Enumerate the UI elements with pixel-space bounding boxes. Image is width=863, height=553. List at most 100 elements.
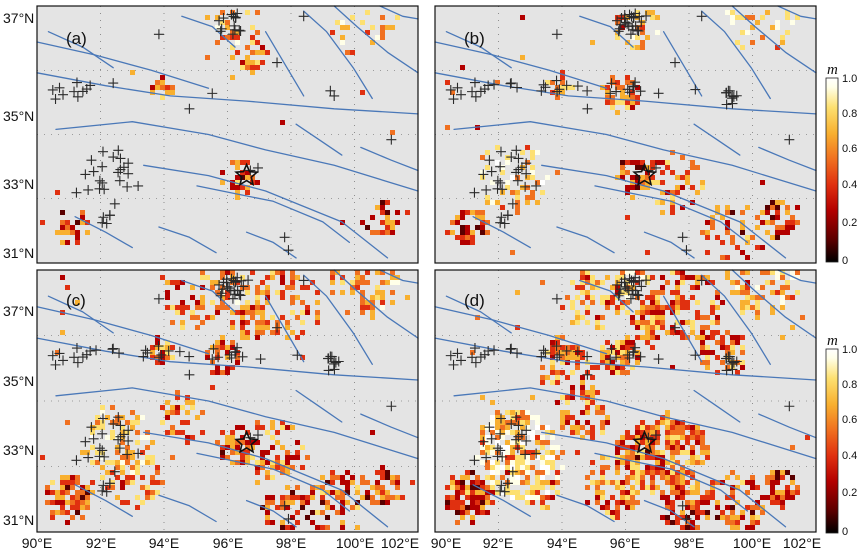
activity-pixel [640,275,645,280]
activity-pixel [185,400,190,405]
activity-pixel [700,230,705,235]
activity-pixel [385,215,390,220]
activity-pixel [625,505,630,510]
activity-pixel [60,225,65,230]
colorbar-top-tick-04: 0.4 [842,179,857,191]
activity-pixel [750,295,755,300]
fault-line [158,494,217,523]
activity-pixel [135,440,140,445]
activity-pixel [625,295,630,300]
activity-pixel [775,20,780,25]
activity-pixel [370,310,375,315]
activity-pixel [240,325,245,330]
activity-pixel [370,500,375,505]
activity-pixel [235,425,240,430]
activity-pixel [675,490,680,495]
fault-line [453,387,817,460]
activity-pixel [510,490,515,495]
activity-pixel [780,290,785,295]
activity-pixel [315,310,320,315]
activity-pixel [275,270,280,275]
activity-pixel [370,430,375,435]
plus-icon [217,284,228,295]
activity-pixel [480,460,485,465]
activity-pixel [710,490,715,495]
plus-icon [696,275,707,286]
activity-pixel [485,450,490,455]
activity-pixel [655,430,660,435]
activity-pixel [680,445,685,450]
activity-pixel [215,25,220,30]
activity-pixel [515,495,520,500]
activity-pixel [270,330,275,335]
fault-line [143,431,389,528]
activity-pixel [745,525,750,530]
activity-pixel [620,90,625,95]
activity-pixel [175,410,180,415]
activity-pixel [610,360,615,365]
activity-pixel [630,270,635,275]
activity-pixel [60,240,65,245]
activity-pixel [760,220,765,225]
plus-icon [86,155,97,166]
activity-pixel [240,170,245,175]
plus-icon [123,435,134,446]
activity-pixel [480,425,485,430]
plus-icon [513,153,524,164]
activity-pixel [645,170,650,175]
activity-pixel [370,315,375,320]
activity-pixel [390,130,395,135]
activity-pixel [765,280,770,285]
activity-pixel [740,285,745,290]
activity-pixel [640,325,645,330]
fault-line [196,185,351,244]
activity-pixel [365,490,370,495]
activity-pixel [620,270,625,275]
plus-icon [506,343,517,354]
activity-pixel [620,460,625,465]
activity-pixel [750,485,755,490]
activity-pixel [655,305,660,310]
activity-pixel [600,470,605,475]
activity-pixel [385,210,390,215]
activity-pixel [520,185,525,190]
activity-pixel [755,245,760,250]
activity-pixel [545,80,550,85]
activity-pixel [585,320,590,325]
plus-icon [230,277,241,288]
activity-pixel [615,465,620,470]
plus-icon [115,153,126,164]
lat-label-35-top: 35°N [3,108,34,124]
fault-line [36,337,419,381]
plus-icon [641,10,652,21]
activity-pixel [615,440,620,445]
activity-pixel [525,465,530,470]
activity-pixel [640,320,645,325]
activity-pixel [695,480,700,485]
activity-pixel [195,305,200,310]
activity-pixel [650,445,655,450]
activity-pixel [60,275,65,280]
activity-pixel [560,80,565,85]
activity-pixel [665,475,670,480]
activity-pixel [660,325,665,330]
activity-pixel [90,490,95,495]
activity-pixel [675,430,680,435]
activity-pixel [285,335,290,340]
activity-pixel [595,320,600,325]
activity-pixel [535,485,540,490]
activity-pixel [275,465,280,470]
activity-pixel [700,360,705,365]
activity-pixel [565,350,570,355]
activity-pixel [690,450,695,455]
activity-pixel [535,200,540,205]
plus-icon [229,20,240,31]
plus-icon [492,443,503,454]
plus-icon [226,353,237,364]
activity-pixel [235,355,240,360]
activity-pixel [600,495,605,500]
activity-pixel [575,355,580,360]
activity-pixel [530,430,535,435]
activity-pixel [540,475,545,480]
activity-pixel [695,485,700,490]
